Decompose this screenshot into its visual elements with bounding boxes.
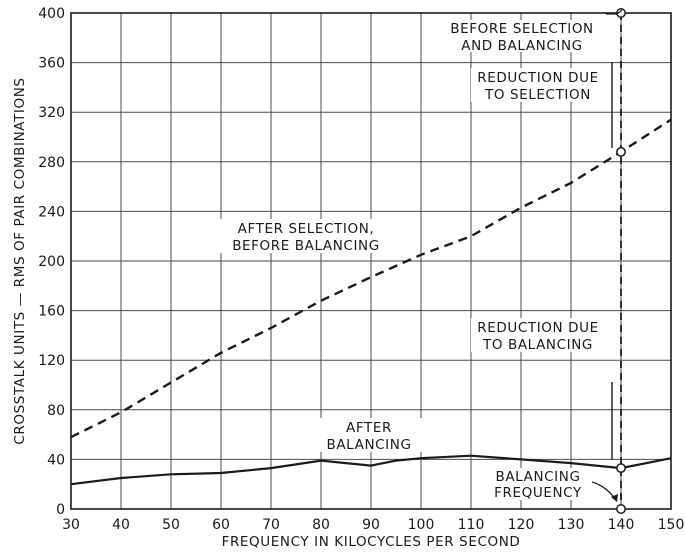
x-tick-label: 150 bbox=[658, 517, 685, 533]
y-tick-label: 160 bbox=[38, 304, 65, 320]
x-tick-label: 100 bbox=[408, 517, 435, 533]
annotation-after-balancing-2: BALANCING bbox=[326, 437, 411, 453]
marker-point bbox=[616, 504, 626, 514]
annotation-reduction-balancing-2: TO BALANCING bbox=[482, 337, 593, 353]
y-tick-label: 40 bbox=[47, 452, 65, 468]
leader-balancing-frequency-arrow bbox=[611, 494, 618, 502]
y-tick-label: 80 bbox=[47, 403, 65, 419]
x-tick-label: 120 bbox=[508, 517, 535, 533]
annotation-before-selection-1: BEFORE SELECTION bbox=[450, 21, 594, 37]
x-tick-label: 50 bbox=[162, 517, 180, 533]
y-tick-label: 0 bbox=[56, 502, 65, 518]
y-tick-label: 200 bbox=[38, 254, 65, 270]
x-tick-label: 70 bbox=[262, 517, 280, 533]
y-tick-label: 120 bbox=[38, 353, 65, 369]
annotation-balancing-frequency-1: BALANCING bbox=[495, 469, 580, 485]
annotation-after-balancing-1: AFTER bbox=[346, 420, 392, 436]
x-tick-label: 60 bbox=[212, 517, 230, 533]
y-tick-label: 320 bbox=[38, 105, 65, 121]
x-axis-title: FREQUENCY IN KILOCYCLES PER SECOND bbox=[222, 534, 521, 550]
annotation-bg-3 bbox=[218, 219, 394, 253]
x-tick-label: 110 bbox=[458, 517, 485, 533]
annotation-reduction-selection-1: REDUCTION DUE bbox=[477, 70, 598, 86]
x-tick-label: 80 bbox=[312, 517, 330, 533]
annotation-bg-1 bbox=[438, 20, 606, 52]
annotation-before-selection-2: AND BALANCING bbox=[461, 38, 582, 54]
annotation-after-selection-2: BEFORE BALANCING bbox=[232, 238, 380, 254]
x-tick-label: 130 bbox=[558, 517, 585, 533]
marker-point bbox=[616, 146, 626, 157]
y-tick-labels: 0 40 80 120 160 200 240 280 320 360 400 bbox=[38, 6, 65, 518]
y-tick-label: 280 bbox=[38, 155, 65, 171]
marker-point bbox=[616, 463, 626, 474]
marker-point bbox=[616, 8, 626, 18]
annotation-bg-2 bbox=[471, 68, 605, 102]
y-tick-label: 360 bbox=[38, 56, 65, 72]
y-axis-title: CROSSTALK UNITS — RMS OF PAIR COMBINATIO… bbox=[12, 77, 28, 444]
annotation-bg-4 bbox=[471, 318, 605, 352]
x-tick-label: 30 bbox=[62, 517, 80, 533]
annotation-bg-6 bbox=[488, 468, 592, 500]
plot-frame bbox=[70, 12, 672, 510]
leader-before-selection-arrow bbox=[616, 9, 623, 15]
marker-points bbox=[616, 8, 626, 514]
series-after-selection-line bbox=[70, 118, 672, 439]
series-after-balancing-line bbox=[70, 454, 672, 486]
y-tick-label: 240 bbox=[38, 204, 65, 220]
x-tick-label: 90 bbox=[362, 517, 380, 533]
annotation-reduction-balancing-1: REDUCTION DUE bbox=[477, 320, 598, 336]
annotation-bg-5 bbox=[315, 418, 425, 452]
annotation-reduction-selection-2: TO SELECTION bbox=[484, 87, 591, 103]
x-tick-label: 40 bbox=[112, 517, 130, 533]
annotation-balancing-frequency-2: FREQUENCY bbox=[494, 485, 582, 501]
y-tick-label: 400 bbox=[38, 6, 65, 22]
x-tick-label: 140 bbox=[608, 517, 635, 533]
annotation-after-selection-1: AFTER SELECTION, bbox=[238, 221, 375, 237]
x-tick-labels: 30 40 50 60 70 80 90 100 110 120 130 140 150 bbox=[62, 517, 684, 533]
